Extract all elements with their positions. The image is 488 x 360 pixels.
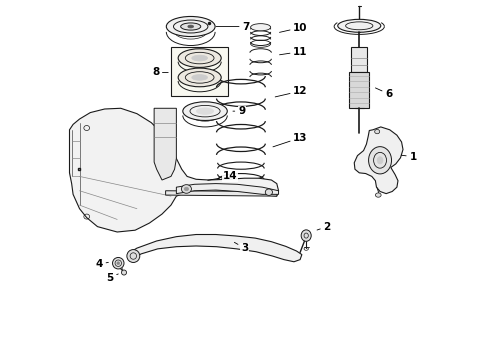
Ellipse shape — [184, 187, 188, 191]
Ellipse shape — [337, 19, 380, 32]
Text: 7: 7 — [216, 22, 249, 32]
Ellipse shape — [117, 262, 120, 265]
Ellipse shape — [112, 257, 124, 269]
Text: 5: 5 — [106, 273, 118, 283]
Ellipse shape — [368, 147, 391, 174]
Ellipse shape — [375, 193, 380, 197]
Ellipse shape — [301, 230, 310, 241]
Ellipse shape — [376, 157, 382, 164]
Text: 1: 1 — [401, 152, 416, 162]
Text: 9: 9 — [232, 106, 244, 116]
Ellipse shape — [250, 24, 270, 31]
Polygon shape — [69, 108, 278, 232]
Ellipse shape — [178, 49, 221, 67]
Text: 10: 10 — [279, 23, 307, 33]
Bar — [171, 47, 228, 96]
Text: 8: 8 — [152, 67, 168, 77]
Ellipse shape — [178, 68, 221, 87]
Text: 4: 4 — [95, 259, 108, 269]
Text: 14: 14 — [207, 171, 237, 181]
Ellipse shape — [121, 270, 126, 275]
Polygon shape — [351, 47, 366, 72]
Polygon shape — [154, 108, 176, 180]
Ellipse shape — [187, 25, 193, 28]
Text: 2: 2 — [316, 222, 330, 231]
Ellipse shape — [181, 185, 191, 193]
Ellipse shape — [126, 249, 140, 262]
Text: 6: 6 — [375, 88, 391, 99]
Text: 11: 11 — [279, 46, 307, 57]
Polygon shape — [128, 234, 301, 262]
Text: 13: 13 — [272, 133, 307, 147]
Polygon shape — [348, 72, 368, 108]
Ellipse shape — [374, 130, 379, 134]
Ellipse shape — [166, 17, 215, 37]
Ellipse shape — [191, 55, 207, 61]
Ellipse shape — [265, 189, 272, 195]
Ellipse shape — [196, 108, 213, 114]
Polygon shape — [176, 184, 278, 194]
Polygon shape — [165, 191, 277, 196]
Ellipse shape — [191, 75, 207, 80]
Text: 12: 12 — [275, 86, 307, 97]
Ellipse shape — [180, 23, 201, 30]
Polygon shape — [353, 127, 402, 194]
Text: 3: 3 — [234, 242, 247, 253]
Ellipse shape — [183, 102, 227, 121]
